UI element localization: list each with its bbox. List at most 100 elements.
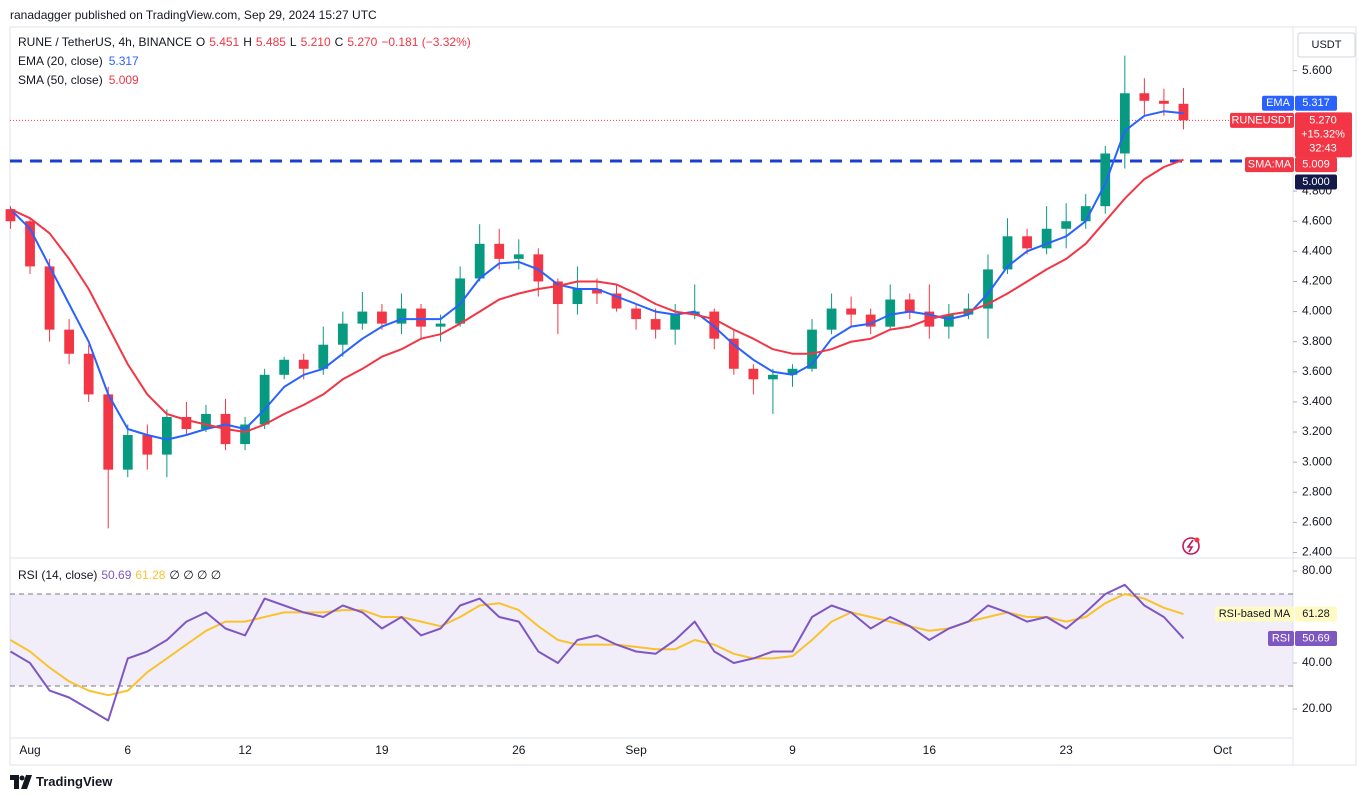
- y-tick-label: 4.000: [1302, 304, 1332, 318]
- y-tick-label: 3.200: [1302, 424, 1332, 438]
- sma-tag-value: 5.009: [1302, 159, 1330, 171]
- candle-body: [5, 209, 16, 222]
- ema-tag-box: [1262, 95, 1294, 111]
- rsi-ma-tag-box: [1215, 606, 1294, 622]
- candle-body: [416, 308, 426, 327]
- y-tick-label: 3.800: [1302, 334, 1332, 348]
- ohlc-label: O: [195, 35, 206, 49]
- series-line: [9, 593, 1184, 697]
- ema-tag: EMA: [1266, 97, 1291, 109]
- ema-tag-value-box: [1295, 95, 1337, 111]
- y-tick-label: 2.600: [1302, 515, 1332, 529]
- sma-tag-value-box: [1295, 157, 1337, 173]
- change: −0.181 (−3.32%): [381, 35, 471, 49]
- candle-body: [631, 308, 641, 320]
- candle-body: [943, 314, 954, 327]
- price-tag-countdown: 32:43: [1309, 142, 1337, 154]
- candle-body: [494, 243, 505, 259]
- legend-name: EMA (20, close): [18, 54, 103, 68]
- candle-body: [455, 278, 466, 324]
- y-tick-label: 2.400: [1302, 545, 1332, 559]
- candle-body: [435, 323, 446, 327]
- x-tick-label: 26: [512, 743, 526, 757]
- y-tick-label: 40.00: [1302, 655, 1332, 669]
- candle-body: [865, 314, 876, 327]
- y-tick-label: 3.400: [1302, 394, 1332, 408]
- candle-body: [201, 413, 211, 430]
- candle-body: [279, 359, 290, 375]
- level-tag: 5.000: [1302, 176, 1330, 188]
- candle-body: [1022, 236, 1032, 249]
- candle-body: [298, 359, 309, 369]
- y-tick-label: 4.200: [1302, 274, 1332, 288]
- publish-note: ranadagger published on TradingView.com,…: [10, 8, 377, 22]
- legend-row: RUNE / TetherUS, 4h, BINANCE O 5.451 H 5.485…: [18, 35, 471, 49]
- candle-body: [181, 416, 192, 430]
- candle-body: [807, 329, 817, 369]
- legend-extra: ∅ ∅ ∅ ∅: [169, 568, 222, 582]
- candle-body: [728, 338, 739, 369]
- price-legend: RUNE / TetherUS, 4h, BINANCE O 5.451 H 5.485…: [18, 35, 471, 87]
- candle-body: [337, 323, 348, 345]
- candle-body: [1041, 228, 1052, 249]
- brand: TradingView: [10, 774, 112, 789]
- candle-body: [611, 293, 622, 309]
- candle-body: [1100, 153, 1111, 207]
- candle-body: [885, 299, 896, 327]
- alert-icon[interactable]: [1182, 537, 1200, 555]
- candle-body: [1159, 100, 1169, 104]
- y-tick-label: 5.600: [1302, 63, 1332, 77]
- rsi-ma-tag-value: 61.28: [1302, 608, 1330, 620]
- axis-unit-box: [1297, 32, 1356, 58]
- x-tick-label: 16: [923, 743, 937, 757]
- y-tick-label: 3.000: [1302, 454, 1332, 468]
- candle-body: [552, 281, 563, 305]
- candle-body: [1139, 93, 1150, 101]
- candle-body: [1002, 236, 1013, 270]
- candle-body: [768, 374, 778, 380]
- x-tick-label: 12: [238, 743, 252, 757]
- symbol-tag-box: [1230, 112, 1294, 128]
- rsi-tag-value: 50.69: [1302, 632, 1330, 644]
- chart-frame: [9, 26, 1357, 766]
- candle-body: [689, 311, 700, 315]
- candle-body: [1178, 103, 1189, 121]
- candle-body: [904, 299, 915, 312]
- candle-body: [592, 288, 602, 294]
- sma-tag-box: [1245, 157, 1294, 173]
- ohlc-label: L: [289, 35, 297, 49]
- x-tick-label: Aug: [19, 743, 40, 757]
- x-tick-label: Sep: [625, 743, 647, 757]
- sma-tag: SMA:MA: [1248, 159, 1292, 171]
- series-line: [9, 583, 1185, 722]
- candle-body: [533, 254, 544, 282]
- candle-body: [83, 353, 94, 395]
- legend-value: 61.28: [135, 568, 166, 582]
- candle-body: [1061, 221, 1072, 229]
- candle-body: [161, 416, 172, 455]
- ohlc-label: H: [243, 35, 252, 49]
- candle-body: [983, 269, 993, 309]
- rsi-tag-box: [1268, 630, 1294, 646]
- candle-body: [826, 308, 837, 330]
- candle-body: [142, 435, 153, 455]
- y-tick-label: 20.00: [1302, 701, 1332, 715]
- candle-body: [1119, 93, 1130, 154]
- candle-body: [25, 221, 35, 267]
- series-line: [9, 110, 1184, 441]
- candle-body: [572, 288, 583, 305]
- candle-body: [103, 394, 114, 470]
- price-tag-value: 5.270: [1309, 114, 1337, 126]
- x-tick-label: 23: [1059, 743, 1073, 757]
- candle-body: [64, 329, 75, 354]
- ohlc-value: 5.485: [255, 35, 286, 49]
- y-tick-label: 2.800: [1302, 484, 1332, 498]
- y-tick-label: 4.600: [1302, 213, 1332, 227]
- candle-body: [44, 266, 55, 330]
- legend-row: SMA (50, close) 5.009: [18, 73, 471, 87]
- candle-body: [709, 311, 720, 339]
- legend-value: 50.69: [101, 568, 132, 582]
- rsi-legend: RSI (14, close) 50.69 61.28 ∅ ∅ ∅ ∅: [18, 568, 221, 582]
- candle-body: [846, 308, 857, 315]
